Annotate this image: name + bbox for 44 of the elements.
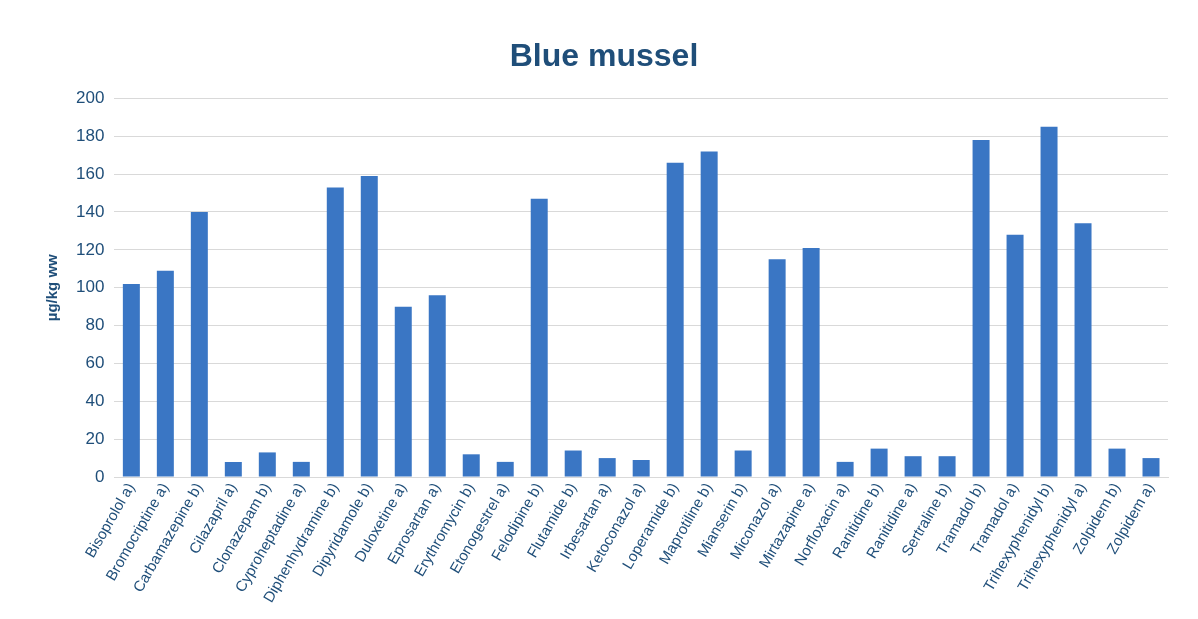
bar (802, 247, 820, 477)
y-tick-label: 60 (85, 353, 105, 373)
bar (292, 461, 310, 477)
y-tick-label: 80 (85, 315, 105, 335)
bar (190, 211, 208, 477)
bar (224, 461, 242, 477)
bar (768, 259, 786, 477)
y-tick-label: 200 (75, 88, 105, 108)
y-tick-label: 140 (75, 201, 105, 221)
bar (1040, 126, 1058, 477)
bar (462, 454, 480, 477)
bar (972, 140, 990, 477)
y-tick-label: 20 (85, 428, 105, 448)
bar (156, 270, 174, 477)
y-tick-label: 120 (75, 239, 105, 259)
bar (1108, 448, 1126, 477)
y-tick-label: 0 (94, 466, 105, 486)
bar (904, 456, 922, 477)
bar (564, 450, 582, 477)
y-tick-label: 40 (85, 390, 105, 410)
bar (496, 461, 514, 477)
bar (700, 151, 718, 477)
bar (360, 176, 378, 477)
bar (598, 458, 616, 477)
bar (734, 450, 752, 477)
bar (870, 448, 888, 477)
y-tick-label: 100 (75, 277, 105, 297)
bar (1142, 458, 1160, 477)
bar (836, 461, 854, 477)
bar (258, 452, 276, 477)
y-axis-title: µg/kg ww (43, 253, 61, 322)
bar (666, 162, 684, 477)
bar (1006, 234, 1024, 477)
bar (122, 283, 140, 477)
bar (632, 459, 650, 477)
bar (938, 456, 956, 477)
bar (530, 198, 548, 477)
bar (1074, 223, 1092, 477)
bar (326, 187, 344, 477)
bar (394, 306, 412, 477)
chart-title: Blue mussel (509, 37, 699, 74)
y-tick-label: 180 (75, 125, 105, 145)
bar (428, 295, 446, 477)
y-tick-label: 160 (75, 163, 105, 183)
